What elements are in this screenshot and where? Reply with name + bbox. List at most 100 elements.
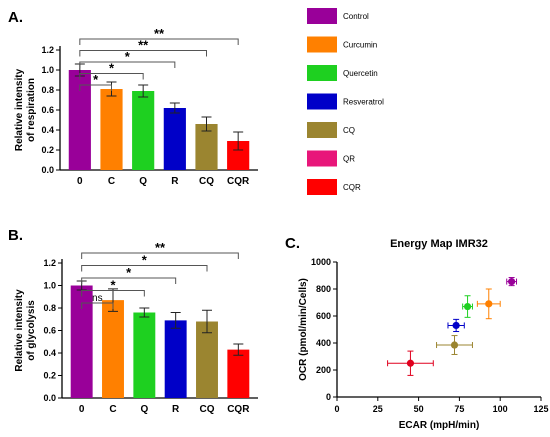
y-axis-title-line: Relative intensity <box>14 289 25 372</box>
bar-Q <box>133 312 156 398</box>
significance-bracket <box>79 84 112 91</box>
bar-R <box>163 108 186 170</box>
bar-Q <box>132 91 155 170</box>
legend-label-cq: CQ <box>343 126 355 135</box>
panel-c-letter: C. <box>285 235 300 252</box>
y-tick-label: 1000 <box>311 257 331 267</box>
glycolysis-bar-chart: 0.0 0.2 0.4 0.6 0.8 1.0 1.2 Relative intensityo… <box>14 240 258 415</box>
y-axis-title: OCR (pmol/min/Cells) <box>298 278 309 381</box>
significance-label: * <box>109 61 115 76</box>
category-label: CQ <box>200 404 215 415</box>
chart-title: Energy Map IMR32 <box>390 238 488 250</box>
y-tick-label: 1.2 <box>41 45 54 55</box>
y-axis-title-line: of respiration <box>26 78 37 142</box>
legend-label-cqr: CQR <box>343 183 361 192</box>
significance-label: * <box>125 49 131 64</box>
x-tick-label: 50 <box>414 404 424 414</box>
x-axis-title: ECAR (mpH/min) <box>399 420 480 431</box>
bar-CQR <box>227 141 250 170</box>
legend-swatch-cq <box>307 122 337 138</box>
bar-0 <box>70 285 93 398</box>
panel-b-letter: B. <box>8 227 23 244</box>
y-axis-title-line: of glycolysis <box>26 300 37 361</box>
legend-label-control: Control <box>343 12 369 21</box>
x-tick-label: 0 <box>334 404 339 414</box>
y-axis-title: Relative intensityof respiration <box>14 68 37 151</box>
legend-swatch-quercetin <box>307 65 337 81</box>
significance-label: * <box>93 72 99 87</box>
legend-swatch-qr <box>307 150 337 167</box>
significance-label: * <box>142 253 148 268</box>
data-point <box>450 341 459 349</box>
legend-label-qr: QR <box>343 155 355 164</box>
bar-0 <box>68 70 91 170</box>
legend-swatch-curcumin <box>307 36 337 53</box>
significance-label: ns <box>92 293 103 304</box>
bar-CQ <box>195 124 218 170</box>
x-tick-label: 125 <box>533 404 548 414</box>
category-label: 0 <box>77 176 83 187</box>
data-point <box>406 359 415 367</box>
y-tick-label: 0.2 <box>43 371 56 381</box>
significance-label: ** <box>138 38 149 53</box>
significance-bracket <box>81 302 114 309</box>
category-label: CQR <box>227 176 250 187</box>
significance-label: ** <box>155 240 166 255</box>
y-tick-label: 0.8 <box>41 85 54 95</box>
y-tick-label: 0.8 <box>43 303 56 313</box>
y-tick-label: 1.0 <box>43 281 56 291</box>
legend-label-resveratrol: Resveratrol <box>343 98 384 107</box>
y-tick-label: 0.6 <box>41 105 54 115</box>
y-tick-label: 1.2 <box>43 258 56 268</box>
y-tick-label: 0 <box>326 392 331 402</box>
legend-label-curcumin: Curcumin <box>343 41 377 50</box>
y-tick-label: 0.0 <box>43 393 56 403</box>
category-label: R <box>171 176 179 187</box>
y-tick-label: 0.2 <box>41 145 54 155</box>
bar-CQ <box>196 321 218 398</box>
y-tick-label: 0.6 <box>43 326 56 336</box>
energy-map-scatter: 0 25 50 75 100 125 0 200 400 600 800 1000 Energy Map… <box>298 238 549 431</box>
category-label: C <box>108 176 115 187</box>
significance-bracket <box>79 50 207 57</box>
category-label: Q <box>139 176 147 187</box>
category-label: R <box>172 404 180 415</box>
category-label: CQR <box>227 404 250 415</box>
legend-swatch-control <box>307 8 337 24</box>
panel-a-letter: A. <box>8 9 23 26</box>
y-tick-label: 200 <box>316 365 331 375</box>
legend-label-quercetin: Quercetin <box>343 69 378 78</box>
significance-label: ** <box>154 26 165 41</box>
x-tick-label: 25 <box>373 404 383 414</box>
data-point <box>463 302 472 311</box>
significance-bracket <box>81 290 145 297</box>
data-point <box>485 300 493 308</box>
y-tick-label: 0.4 <box>41 125 54 135</box>
y-tick-label: 400 <box>316 338 331 348</box>
y-axis-title-line: Relative intensity <box>14 68 25 151</box>
significance-bracket <box>81 252 239 259</box>
category-label: CQ <box>199 176 214 187</box>
bar-C <box>100 89 123 170</box>
bar-CQR <box>227 349 250 398</box>
y-axis-title: Relative intensityof glycolysis <box>14 289 37 372</box>
data-point <box>508 277 516 286</box>
category-label: 0 <box>79 404 85 415</box>
x-tick-label: 100 <box>493 404 508 414</box>
data-point <box>452 321 460 330</box>
x-tick-label: 75 <box>454 404 464 414</box>
y-tick-label: 0.0 <box>41 165 54 175</box>
significance-bracket <box>79 73 144 80</box>
significance-bracket <box>79 61 176 68</box>
respiration-bar-chart: 0.0 0.2 0.4 0.6 0.8 1.0 1.2 Relative intensityo… <box>14 26 258 187</box>
legend: Control Curcumin Quercetin Resveratrol CQ QR C… <box>307 8 384 195</box>
y-tick-label: 600 <box>316 311 331 321</box>
category-label: Q <box>140 404 148 415</box>
significance-bracket <box>81 265 208 272</box>
legend-swatch-cqr <box>307 179 337 195</box>
significance-label: * <box>110 278 116 293</box>
bar-R <box>164 320 187 398</box>
legend-swatch-resveratrol <box>307 93 337 110</box>
significance-label: * <box>126 265 132 280</box>
